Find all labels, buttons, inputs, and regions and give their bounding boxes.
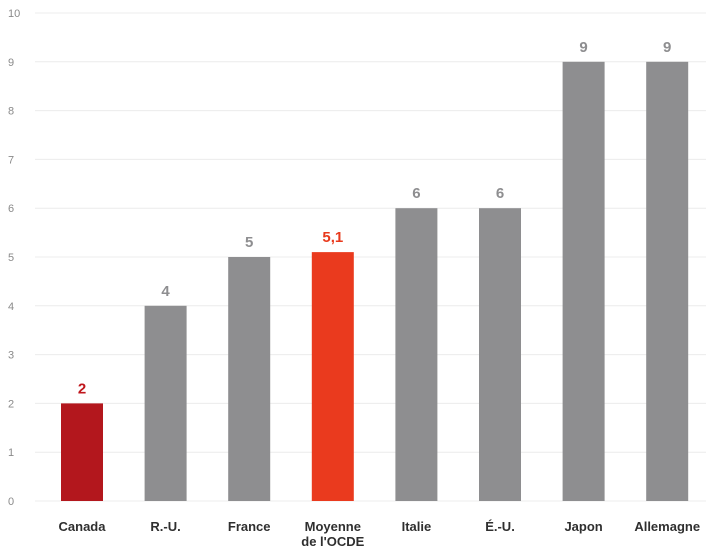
bar [228,257,271,501]
bar [144,305,187,501]
y-tick-label: 2 [8,398,14,410]
y-tick-label: 3 [8,350,14,362]
y-tick-label: 9 [8,57,14,69]
x-tick-label: Allemagne [634,519,700,534]
x-tick-label: R.-U. [150,519,180,534]
y-tick-label: 10 [8,8,20,20]
data-label: 5 [245,234,253,251]
bar [479,208,521,501]
data-label: 9 [579,39,587,56]
y-axis-ticks: 0 1 2 3 4 5 6 7 8 9 10 [8,8,20,508]
gridlines [35,12,706,502]
x-tick-label: Italie [402,519,432,534]
y-tick-label: 5 [8,252,14,264]
y-tick-label: 4 [8,301,14,313]
data-label: 9 [663,39,671,56]
data-label: 6 [412,185,420,202]
x-tick-label: É.-U. [485,519,515,534]
y-tick-label: 6 [8,203,14,215]
bar [562,61,605,502]
bars [61,61,689,502]
x-tick-label: Japon [564,519,602,534]
y-tick-label: 0 [8,496,14,508]
data-label: 6 [496,185,504,202]
bar [311,252,354,501]
x-tick-label: France [228,519,271,534]
y-tick-label: 1 [8,447,14,459]
bar [395,208,438,501]
data-labels: 2 4 5 5,1 6 6 9 9 [78,39,672,398]
y-tick-label: 7 [8,154,14,166]
y-tick-label: 8 [8,106,14,118]
x-tick-label: Moyenne de l'OCDE [301,519,364,549]
data-label: 2 [78,380,86,397]
bar [646,61,689,502]
bar [61,403,103,501]
data-label: 5,1 [322,229,343,246]
x-axis-categories: Canada R.-U. France Moyenne de l'OCDE Italie É… [59,519,701,549]
x-tick-label: Canada [59,519,107,534]
data-label: 4 [161,283,170,300]
